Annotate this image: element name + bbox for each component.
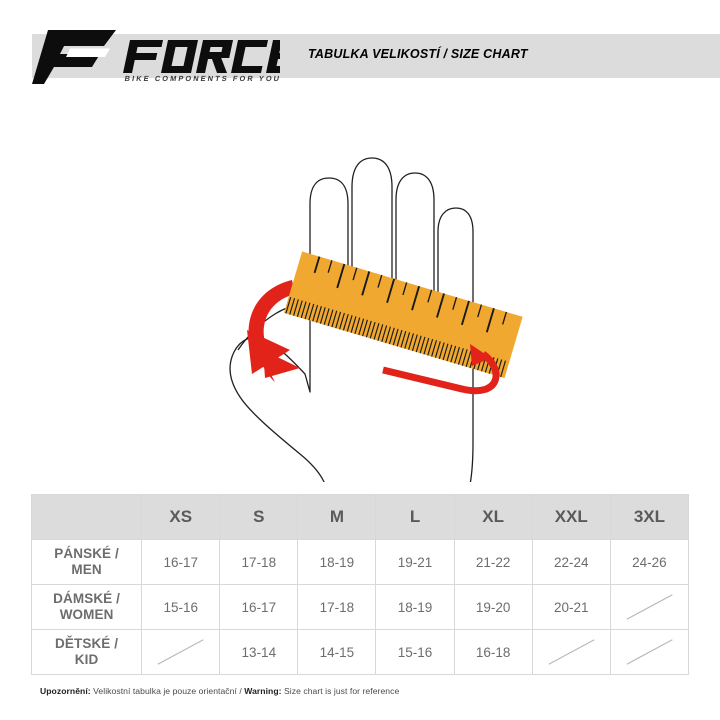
- cell-women-xxl: 20-21: [531, 584, 611, 630]
- cell-women-xs: 15-16: [141, 584, 221, 630]
- red-arrow-right-icon: [382, 344, 500, 395]
- footnote-cz-text: Velikostní tabulka je pouze orientační /: [90, 686, 245, 696]
- row-label-men-en: MEN: [71, 562, 102, 577]
- hand-illustration-svg: [229, 157, 523, 538]
- column-header-xs: XS: [141, 494, 221, 540]
- cell-kid-l: 15-16: [375, 629, 455, 675]
- column-header-xl: XL: [453, 494, 533, 540]
- empty-slash-icon: [626, 594, 673, 620]
- footnote-en-text: Size chart is just for reference: [281, 686, 400, 696]
- hand-illustration: [0, 82, 720, 538]
- empty-slash-icon: [626, 639, 673, 665]
- cell-women-3xl-empty: [609, 584, 690, 630]
- cell-women-l: 18-19: [375, 584, 455, 630]
- header-band-left-notch: [0, 34, 32, 78]
- cell-kid-s: 13-14: [219, 629, 299, 675]
- size-chart-table: XS S M L XL XXL 3XL PÁNSKÉ / MEN 16-17 1…: [30, 494, 690, 675]
- footnote-en-label: Warning:: [244, 686, 282, 696]
- force-logo: BIKE COMPONENTS FOR YOU: [30, 26, 280, 88]
- cell-men-s: 17-18: [219, 539, 299, 585]
- column-header-l: L: [375, 494, 455, 540]
- row-label-kid-cz: DĚTSKÉ /: [55, 635, 119, 651]
- empty-slash-icon: [548, 639, 595, 665]
- page-title: TABULKA VELIKOSTÍ / SIZE CHART: [308, 47, 528, 61]
- column-header-m: M: [297, 494, 377, 540]
- table-row-women: DÁMSKÉ / WOMEN 15-16 16-17 17-18 18-19 1…: [30, 584, 690, 630]
- cell-men-3xl: 24-26: [609, 539, 690, 585]
- table-row-men: PÁNSKÉ / MEN 16-17 17-18 18-19 19-21 21-…: [30, 539, 690, 585]
- cell-men-m: 18-19: [297, 539, 377, 585]
- cell-kid-3xl-empty: [609, 629, 690, 675]
- red-arrow-left-icon: [247, 280, 300, 382]
- footnote-cz-label: Upozornění:: [40, 686, 91, 696]
- footnote: Upozornění: Velikostní tabulka je pouze …: [40, 686, 399, 696]
- empty-slash-icon: [157, 639, 204, 665]
- cell-kid-xl: 16-18: [453, 629, 533, 675]
- cell-women-s: 16-17: [219, 584, 299, 630]
- row-label-kid: DĚTSKÉ / KID: [30, 629, 143, 675]
- column-header-xxl: XXL: [531, 494, 611, 540]
- row-label-women-cz: DÁMSKÉ /: [53, 590, 120, 606]
- column-header-s: S: [219, 494, 299, 540]
- row-label-men: PÁNSKÉ / MEN: [30, 539, 143, 585]
- table-header-row: XS S M L XL XXL 3XL: [30, 494, 690, 540]
- cell-men-l: 19-21: [375, 539, 455, 585]
- header-band: [0, 34, 720, 78]
- force-f-mark-icon: BIKE COMPONENTS FOR YOU: [32, 30, 280, 84]
- table-row-kid: DĚTSKÉ / KID 13-14 14-15 15-16 16-18: [30, 629, 690, 675]
- cell-kid-xs-empty: [141, 629, 221, 675]
- cell-men-xxl: 22-24: [531, 539, 611, 585]
- cell-kid-m: 14-15: [297, 629, 377, 675]
- row-label-men-cz: PÁNSKÉ /: [54, 545, 119, 561]
- logo-tagline: BIKE COMPONENTS FOR YOU: [124, 74, 280, 83]
- cell-men-xl: 21-22: [453, 539, 533, 585]
- cell-women-m: 17-18: [297, 584, 377, 630]
- column-header-3xl: 3XL: [609, 494, 690, 540]
- cell-kid-xxl-empty: [531, 629, 611, 675]
- row-label-women-en: WOMEN: [59, 607, 114, 622]
- cell-men-xs: 16-17: [141, 539, 221, 585]
- table-corner-cell: [30, 494, 143, 540]
- cell-women-xl: 19-20: [453, 584, 533, 630]
- row-label-women: DÁMSKÉ / WOMEN: [30, 584, 143, 630]
- row-label-kid-en: KID: [74, 652, 99, 667]
